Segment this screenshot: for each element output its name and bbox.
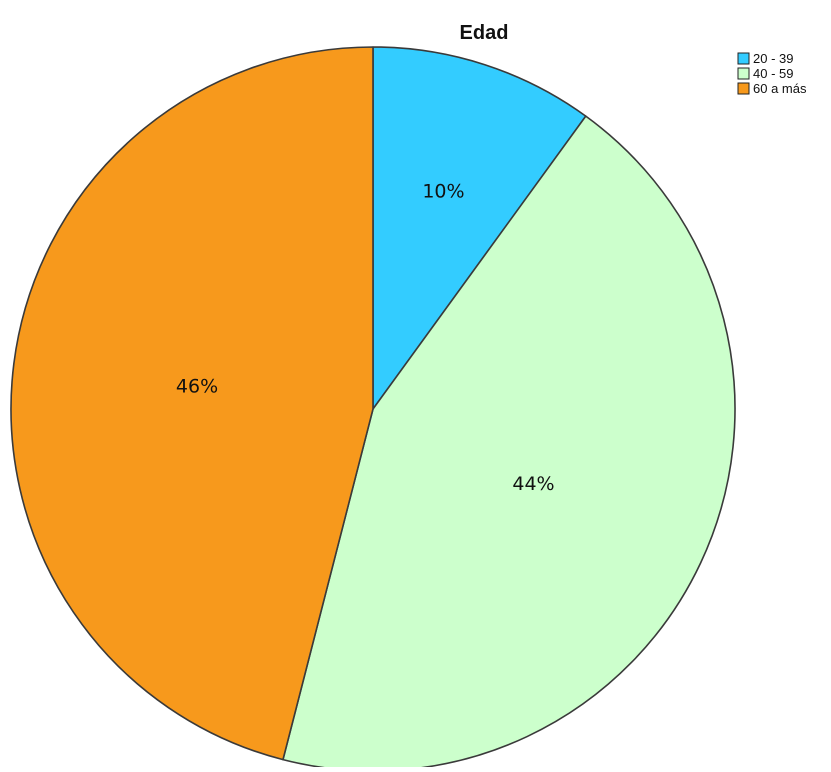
legend-swatch-40-59: [737, 67, 750, 80]
pie-slice-60-a-m-s: [10, 46, 374, 761]
legend-label-20-39: 20 - 39: [753, 51, 793, 66]
legend-label-40-59: 40 - 59: [753, 66, 793, 81]
data-label-20-39: 10%: [422, 181, 464, 203]
legend-swatch-60-a-m-s: [737, 82, 750, 95]
legend-label-60-a-m-s: 60 a más: [753, 81, 807, 96]
data-label-40-59: 44%: [512, 473, 554, 495]
pie-data-labels: 10% 44% 46%: [176, 181, 555, 495]
legend-swatch-20-39: [737, 52, 750, 65]
data-label-60-a-m-s: 46%: [176, 375, 218, 397]
chart-title: Edad: [460, 22, 509, 44]
pie-slices: [10, 46, 736, 772]
pie-slice-20-39: [372, 46, 587, 410]
